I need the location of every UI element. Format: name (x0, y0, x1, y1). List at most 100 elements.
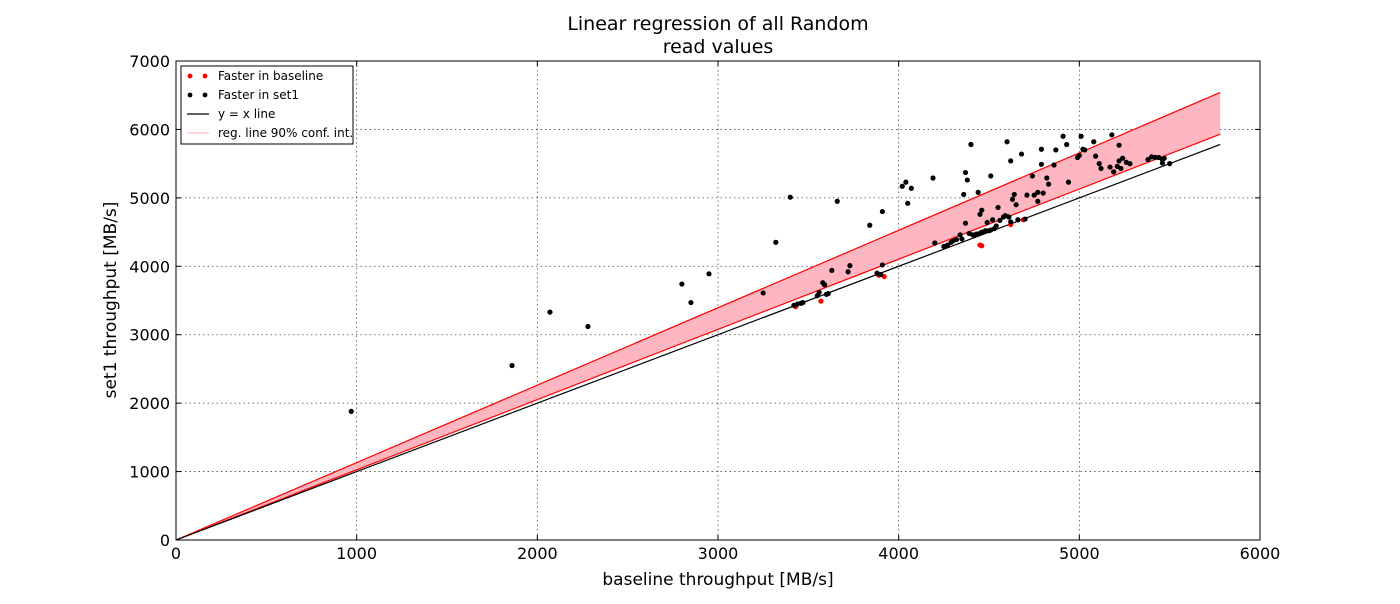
point-faster-in-set1 (1008, 219, 1014, 225)
point-faster-in-set1 (1031, 192, 1037, 198)
point-faster-in-set1 (988, 173, 994, 179)
point-faster-in-set1 (1076, 152, 1082, 159)
point-faster-in-set1 (509, 362, 515, 369)
x-axis-label: baseline throughput [MB/s] (602, 570, 833, 590)
point-faster-in-set1 (867, 222, 873, 228)
legend-marker-set1 (187, 92, 193, 98)
legend-marker-set1 (202, 92, 208, 98)
point-faster-in-set1 (1116, 158, 1122, 164)
point-faster-in-set1 (787, 194, 793, 200)
point-faster-in-set1 (1013, 202, 1019, 208)
point-faster-in-set1 (825, 291, 831, 297)
point-faster-in-set1 (1098, 165, 1104, 172)
legend-marker-baseline (202, 73, 208, 79)
x-tick-label: 4000 (878, 544, 919, 563)
y-tick-label: 0 (160, 531, 170, 550)
point-faster-in-set1 (1096, 161, 1102, 167)
point-faster-in-set1 (1015, 217, 1021, 223)
point-faster-in-set1 (1038, 146, 1044, 152)
point-faster-in-set1 (1078, 133, 1084, 139)
point-faster-in-set1 (982, 228, 988, 234)
legend-label: Faster in set1 (218, 88, 299, 102)
legend-label: reg. line 90% conf. int. (218, 126, 353, 140)
point-faster-in-set1 (1040, 190, 1046, 196)
point-faster-in-set1 (845, 269, 851, 275)
chart-title-line-1: Linear regression of all Random (567, 13, 868, 35)
point-faster-in-set1 (997, 217, 1003, 224)
plot-frame (175, 60, 1261, 541)
point-faster-in-set1 (1161, 155, 1167, 161)
point-faster-in-set1 (878, 271, 884, 278)
point-faster-in-set1 (1152, 154, 1158, 161)
point-faster-in-set1 (679, 281, 685, 287)
point-faster-in-set1 (1009, 196, 1016, 202)
point-faster-in-set1 (348, 408, 354, 414)
point-faster-in-set1 (1064, 141, 1070, 148)
point-faster-in-set1 (1082, 147, 1088, 153)
point-faster-in-set1 (908, 185, 914, 191)
legend-label: y = x line (218, 107, 275, 121)
legend-marker-baseline (187, 73, 193, 79)
point-faster-in-set1 (984, 219, 990, 226)
point-faster-in-set1 (1044, 175, 1050, 181)
point-faster-in-set1 (964, 177, 970, 183)
x-tick-label: 2000 (517, 544, 558, 563)
point-faster-in-set1 (547, 309, 553, 315)
x-tick-label: 0 (171, 544, 181, 563)
point-faster-in-set1 (1046, 181, 1052, 187)
y-tick-label: 2000 (129, 394, 170, 413)
point-faster-in-set1 (585, 323, 591, 330)
point-faster-in-set1 (990, 217, 996, 223)
point-faster-in-set1 (1060, 133, 1066, 139)
point-faster-in-set1 (993, 223, 999, 229)
point-faster-in-set1 (1120, 155, 1126, 161)
chart-title: Linear regression of all Random read val… (567, 13, 868, 58)
point-faster-in-set1 (957, 232, 963, 238)
point-faster-in-set1 (962, 169, 969, 176)
point-faster-in-set1 (1159, 160, 1166, 166)
point-faster-in-set1 (1006, 214, 1012, 220)
x-tick-label: 3000 (698, 544, 739, 563)
point-faster-in-set1 (800, 299, 806, 306)
point-faster-in-set1 (1127, 161, 1133, 167)
point-faster-in-set1 (1167, 161, 1173, 167)
legend-box (180, 65, 354, 145)
legend: Faster in baseline Faster in set1 y = x li… (180, 65, 354, 145)
point-faster-in-set1 (975, 189, 981, 195)
y-axis-label: set1 throughput [MB/s] (101, 202, 121, 399)
point-faster-in-set1 (959, 236, 965, 242)
point-faster-in-set1 (1008, 158, 1014, 164)
point-faster-in-set1 (1011, 191, 1017, 198)
point-faster-in-set1 (1065, 179, 1072, 185)
point-faster-in-set1 (905, 200, 911, 206)
point-faster-in-set1 (1091, 139, 1097, 145)
point-faster-in-set1 (1035, 198, 1041, 204)
point-faster-in-set1 (1053, 147, 1059, 153)
point-faster-in-set1 (1111, 169, 1117, 175)
point-faster-in-set1 (899, 183, 905, 189)
point-faster-in-set1 (1029, 173, 1035, 179)
identity-line (175, 143, 1221, 541)
point-faster-in-set1 (968, 141, 974, 148)
point-faster-in-set1 (879, 208, 886, 215)
x-tick-label: 6000 (1240, 544, 1281, 563)
point-faster-in-set1 (1116, 142, 1122, 148)
confidence-band (175, 91, 1221, 541)
point-faster-in-set1 (1018, 151, 1025, 157)
point-faster-in-set1 (930, 175, 936, 181)
point-faster-in-set1 (944, 242, 951, 248)
point-faster-in-baseline (818, 298, 824, 304)
point-faster-in-set1 (706, 271, 712, 277)
x-tick-label: 1000 (336, 544, 377, 563)
y-tick-label: 3000 (129, 326, 170, 345)
confidence-band-lower-line (175, 133, 1221, 541)
point-faster-in-set1 (834, 198, 840, 204)
point-faster-in-baseline (979, 243, 985, 249)
point-faster-in-set1 (979, 207, 985, 213)
point-faster-in-set1 (829, 267, 835, 273)
point-faster-in-set1 (688, 299, 694, 306)
point-faster-in-set1 (1107, 164, 1113, 170)
point-faster-in-set1 (1038, 161, 1044, 167)
confidence-band-upper-line (175, 91, 1221, 541)
